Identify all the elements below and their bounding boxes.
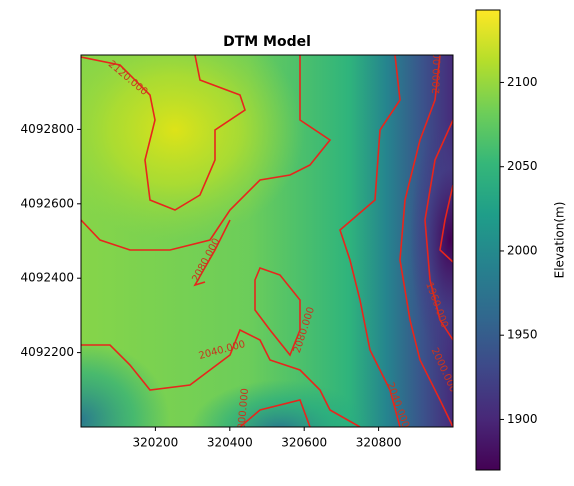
contour-label: 2000.000	[236, 388, 251, 436]
contour-line	[81, 328, 361, 427]
y-tick-label: 4092400	[21, 271, 74, 285]
contour-line	[239, 399, 311, 427]
contour-label: 2000.000	[431, 46, 444, 94]
colorbar-tick-label: 2100	[507, 75, 538, 89]
raster-valley	[81, 340, 170, 427]
x-tick-label: 320800	[356, 436, 402, 450]
y-tick-label: 4092200	[21, 345, 74, 359]
plot-frame	[80, 54, 454, 428]
contour-line	[81, 55, 246, 211]
chart-title: DTM Model	[223, 34, 311, 50]
raster: 2120.000 2080.000 2080.000 2040.000 2040…	[81, 46, 453, 436]
x-tick-label: 320600	[281, 436, 327, 450]
colorbar-tick-label: 1950	[507, 328, 538, 342]
x-tick-label: 320400	[207, 436, 253, 450]
contour-line	[399, 55, 453, 427]
y-tick-label: 4092600	[21, 196, 74, 210]
contour-line	[193, 219, 231, 287]
raster-valley	[190, 380, 370, 427]
colorbar-label: Elevation(m)	[553, 202, 567, 279]
contour-line	[439, 184, 453, 263]
colorbar-tick-label: 2000	[507, 243, 538, 257]
raster-deep	[410, 120, 453, 360]
colorbar	[475, 9, 501, 471]
contour-line	[81, 55, 332, 251]
raster-peak	[81, 55, 305, 240]
colorbar-tick-label: 1900	[507, 412, 538, 426]
contour-line	[339, 55, 401, 427]
y-tick-label: 4092800	[21, 122, 74, 136]
contour-line	[254, 266, 301, 357]
x-tick-label: 320200	[132, 436, 178, 450]
contour-line	[424, 119, 453, 341]
colorbar-tick-label: 2050	[507, 159, 538, 173]
